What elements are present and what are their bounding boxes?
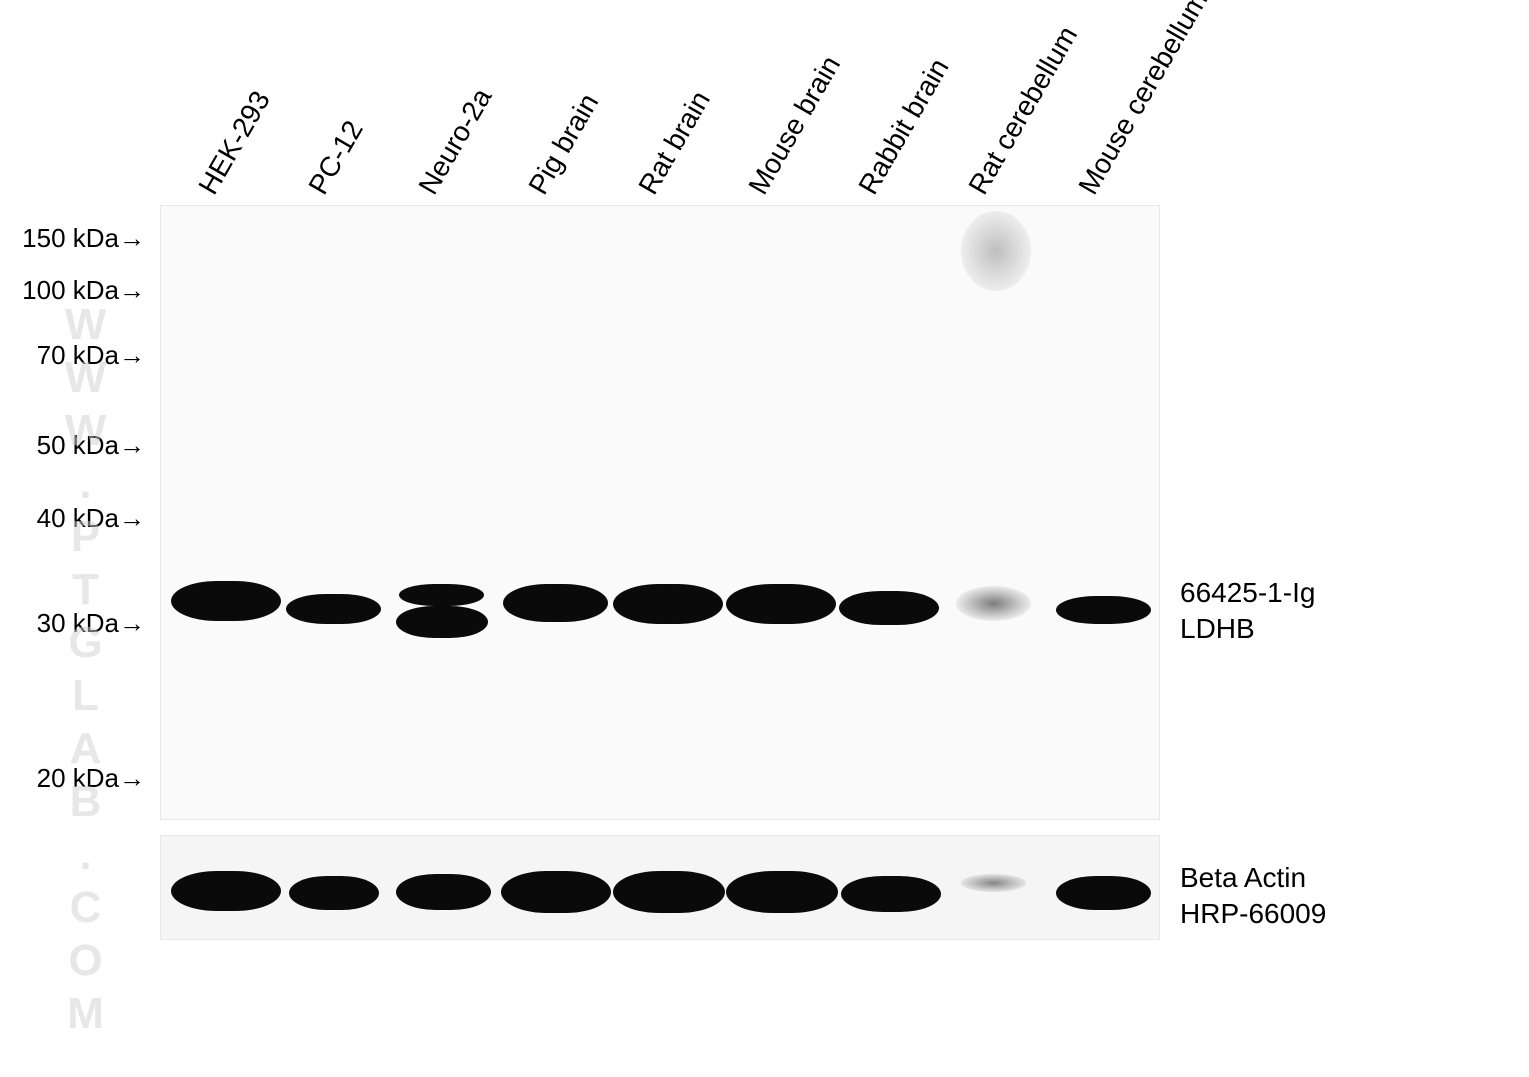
lane-labels-row: HEK-293 PC-12 Neuro-2a Pig brain Rat bra… bbox=[160, 20, 1160, 200]
lane-label-5: Rat brain bbox=[632, 86, 717, 200]
lane-label-4: Pig brain bbox=[522, 88, 605, 200]
loading-control-name: Beta Actin bbox=[1180, 860, 1326, 896]
lane-label-3: Neuro-2a bbox=[412, 83, 498, 200]
lane-label-8: Rat cerebellum bbox=[962, 21, 1084, 200]
band-loading-lane-3 bbox=[396, 874, 491, 910]
band-main-lane-3-upper bbox=[399, 584, 484, 606]
blot-loading-panel bbox=[160, 835, 1160, 940]
band-main-lane-9 bbox=[1056, 596, 1151, 624]
band-loading-lane-5 bbox=[613, 871, 725, 913]
lane-label-1: HEK-293 bbox=[192, 86, 277, 200]
mw-marker-150: 150 kDa→ bbox=[22, 223, 145, 254]
band-main-lane-6 bbox=[726, 584, 836, 624]
loading-control-cat: HRP-66009 bbox=[1180, 896, 1326, 932]
band-loading-lane-2 bbox=[289, 876, 379, 910]
lane-label-7: Rabbit brain bbox=[852, 53, 955, 200]
watermark-text: WWW.PTGLAB.COM bbox=[60, 300, 110, 1042]
lane-label-6: Mouse brain bbox=[742, 51, 847, 200]
smear-lane-8 bbox=[961, 211, 1031, 291]
band-loading-lane-6 bbox=[726, 871, 838, 913]
antibody-label-main: 66425-1-Ig LDHB bbox=[1180, 575, 1315, 648]
lane-label-9: Mouse cerebellum bbox=[1072, 0, 1214, 200]
band-loading-lane-1 bbox=[171, 871, 281, 911]
mw-marker-20: 20 kDa→ bbox=[37, 763, 145, 794]
mw-marker-40: 40 kDa→ bbox=[37, 503, 145, 534]
band-main-lane-3-lower bbox=[396, 606, 488, 638]
mw-marker-30: 30 kDa→ bbox=[37, 608, 145, 639]
antibody-cat-number: 66425-1-Ig bbox=[1180, 575, 1315, 611]
band-main-lane-5 bbox=[613, 584, 723, 624]
band-loading-lane-4 bbox=[501, 871, 611, 913]
band-main-lane-8 bbox=[956, 586, 1031, 621]
band-loading-lane-9 bbox=[1056, 876, 1151, 910]
antibody-label-loading: Beta Actin HRP-66009 bbox=[1180, 860, 1326, 933]
band-loading-lane-8 bbox=[961, 874, 1026, 892]
band-main-lane-2 bbox=[286, 594, 381, 624]
band-loading-lane-7 bbox=[841, 876, 941, 912]
mw-marker-70: 70 kDa→ bbox=[37, 340, 145, 371]
band-main-lane-1 bbox=[171, 581, 281, 621]
band-main-lane-4 bbox=[503, 584, 608, 622]
blot-main-panel bbox=[160, 205, 1160, 820]
mw-marker-50: 50 kDa→ bbox=[37, 430, 145, 461]
band-main-lane-7 bbox=[839, 591, 939, 625]
lane-label-2: PC-12 bbox=[302, 115, 369, 200]
mw-marker-100: 100 kDa→ bbox=[22, 275, 145, 306]
antibody-target: LDHB bbox=[1180, 611, 1315, 647]
